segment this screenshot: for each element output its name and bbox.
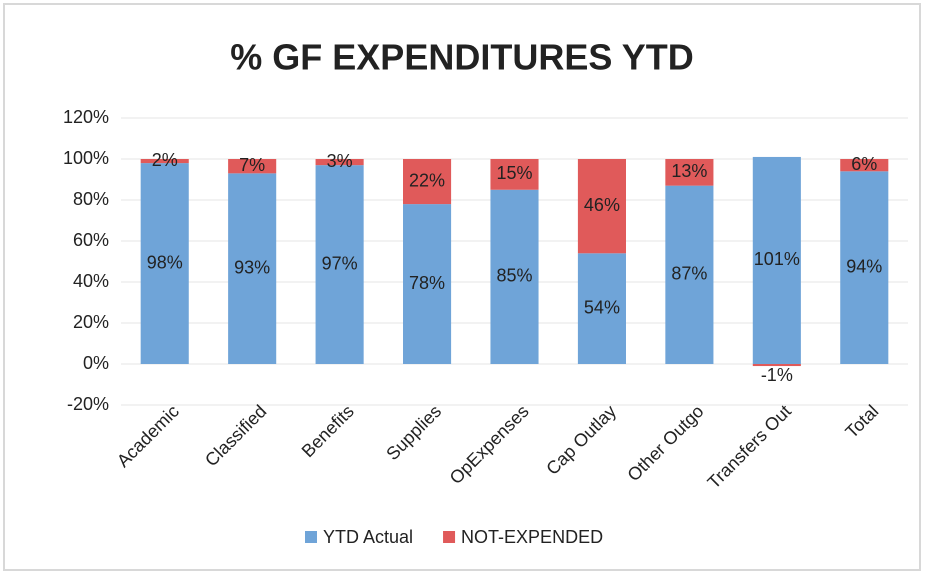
legend-swatch	[305, 531, 317, 543]
data-label: 15%	[496, 163, 532, 183]
legend-swatch	[443, 531, 456, 543]
data-label: 93%	[234, 257, 270, 277]
legend-label: NOT-EXPENDED	[461, 527, 603, 547]
data-label: 13%	[671, 161, 707, 181]
bar-segment	[840, 171, 889, 364]
y-tick-label: 120%	[63, 107, 109, 127]
bar-segment	[752, 364, 801, 367]
data-label: 94%	[846, 256, 882, 276]
data-label: 2%	[152, 150, 178, 170]
bar-segment	[315, 159, 364, 166]
bar-segment	[490, 159, 539, 190]
bar-segment	[577, 159, 626, 254]
chart-title: % GF EXPENDITURES YTD	[230, 37, 693, 78]
y-tick-label: 100%	[63, 148, 109, 168]
y-tick-label: -20%	[67, 394, 109, 414]
data-label: -1%	[761, 365, 793, 385]
data-label: 46%	[584, 195, 620, 215]
y-tick-label: 0%	[83, 353, 109, 373]
bar-segment	[228, 159, 277, 174]
bar-segment	[577, 253, 626, 364]
bar-segment	[752, 156, 801, 364]
data-label: 87%	[671, 264, 707, 284]
bar-segment	[140, 163, 189, 364]
data-label: 101%	[754, 249, 800, 269]
bar-segment	[665, 159, 714, 186]
data-label: 22%	[409, 170, 445, 190]
bar-segment	[315, 165, 364, 364]
bar-segment	[403, 204, 452, 364]
legend-label: YTD Actual	[323, 527, 413, 547]
data-label: 3%	[327, 151, 353, 171]
y-tick-label: 60%	[73, 230, 109, 250]
bar-segment	[403, 159, 452, 205]
bar-segment	[665, 185, 714, 364]
data-label: 54%	[584, 297, 620, 317]
bar-segment	[840, 159, 889, 172]
bar-segment	[140, 159, 189, 164]
y-tick-label: 40%	[73, 271, 109, 291]
data-label: 98%	[147, 252, 183, 272]
y-tick-label: 80%	[73, 189, 109, 209]
bar-segment	[228, 173, 277, 364]
data-label: 97%	[322, 253, 358, 273]
data-label: 7%	[239, 155, 265, 175]
data-label: 78%	[409, 273, 445, 293]
bar-segment	[490, 189, 539, 364]
data-label: 85%	[496, 266, 532, 286]
data-label: 6%	[851, 154, 877, 174]
y-tick-label: 20%	[73, 312, 109, 332]
